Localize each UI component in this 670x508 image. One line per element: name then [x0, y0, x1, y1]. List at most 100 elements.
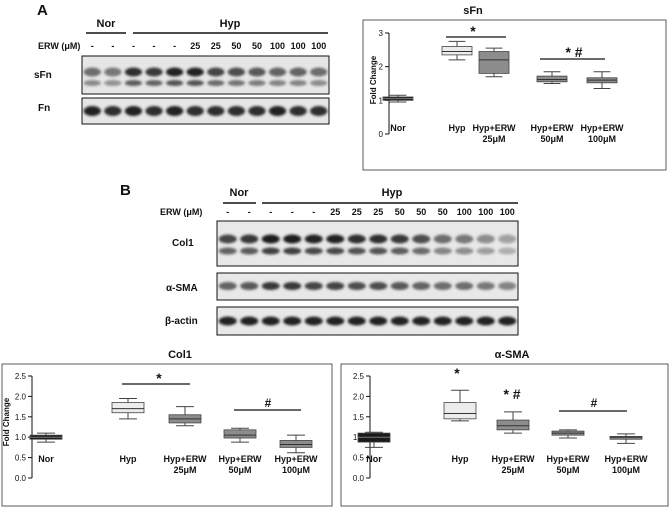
blot-b-col1-band [412, 247, 431, 255]
blot-b-sma-band [390, 282, 409, 290]
blot-a-fn-strip [81, 97, 330, 125]
blot-b-actin-band [347, 316, 366, 326]
chart-sfn-ylabel: Fold Change [369, 55, 378, 104]
chart-sma-title: α-SMA [495, 349, 530, 361]
blot-a-sfn-band [227, 67, 246, 77]
blot-b-sma-band [218, 282, 237, 290]
blot-b-col1-band [369, 247, 388, 255]
blot-b-col1-band [498, 247, 517, 255]
blot-b-actin-band [455, 316, 474, 326]
panel-a-letter: A [37, 2, 48, 19]
blot-a-fn-band [83, 106, 101, 116]
blot-a-lane-label: 100 [311, 41, 326, 51]
blot-b-lane-label: 100 [500, 207, 515, 217]
chart-sma-frame [340, 363, 669, 507]
blot-b-lane-label: - [291, 207, 294, 217]
chart-sfn-sig-1: * [470, 23, 476, 39]
chart-col1-y-tick-label: 0.0 [15, 474, 27, 483]
blot-a-sfn-band [248, 80, 266, 86]
blot-a-sfn-band [124, 67, 143, 77]
blot-b-lane-label: - [248, 207, 251, 217]
blot-b-actin-band [369, 316, 388, 326]
blot-a-fn-band [289, 106, 307, 116]
blot-b-col1-band [304, 234, 323, 244]
blot-b-actin-band [390, 316, 409, 326]
blot-b-actin-band [498, 316, 517, 326]
blot-b-actin-band [326, 316, 345, 326]
chart-sma-box [443, 402, 477, 420]
panel-b-blot: Nor Hyp ERW (μM) - - - - - 25 25 25 50 50 50 100 100… [160, 187, 519, 336]
blot-b-sma-band [476, 282, 495, 290]
blot-b-col1-band [412, 234, 431, 244]
blot-a-lane-labels: - - - - - 25 25 50 50 100 100 100 [91, 41, 326, 51]
blot-b-col1-band [476, 234, 495, 244]
blot-b-actin-band [218, 316, 237, 326]
chart-col1-box [111, 402, 145, 414]
chart-sma-sig-3: # [591, 396, 598, 410]
chart-sfn-box [441, 46, 473, 56]
chart-col1-category-label: Hyp+ERW [218, 454, 262, 464]
chart-sma-y-tick-label: 2.5 [353, 372, 365, 381]
blot-a-sfn-band [310, 67, 328, 77]
chart-sfn-category-label: Hyp+ERW [472, 123, 516, 133]
chart-sfn-y-tick-label: 3 [379, 29, 384, 38]
blot-b-lane-label: 25 [352, 207, 362, 217]
blot-b-sma-band [347, 282, 366, 290]
blot-b-lane-label: 100 [478, 207, 493, 217]
blot-b-col1-band [283, 247, 302, 255]
blot-b-actin-band [412, 316, 431, 326]
chart-col1-frame [1, 363, 333, 507]
blot-b-lane-label: 50 [416, 207, 426, 217]
blot-a-lane-label: - [111, 41, 114, 51]
blot-b-actin-band [304, 316, 323, 326]
blot-a-sfn-band [310, 80, 328, 86]
chart-sfn-frame [362, 19, 667, 171]
blot-b-lane-label: - [312, 207, 315, 217]
chart-sfn-y-tick-label: 2 [379, 63, 384, 72]
blot-b-erw-label: ERW (μM) [160, 207, 202, 217]
chart-sma-y-tick-label: 0.5 [353, 454, 365, 463]
blot-b-hyp-label: Hyp [382, 187, 403, 199]
chart-sma-category-label: Hyp+ERW [604, 454, 648, 464]
blot-b-sma-band [304, 282, 323, 290]
blot-b-sma-band [498, 282, 517, 290]
blot-a-lane-label: 100 [291, 41, 306, 51]
blot-b-col1-band [218, 234, 237, 244]
blot-b-col1-band [498, 234, 517, 244]
chart-col1-category-label: 100μM [282, 465, 310, 475]
blot-a-lane-label: - [153, 41, 156, 51]
chart-sfn-category-label: 100μM [588, 134, 616, 144]
blot-b-col1-band [261, 247, 280, 255]
blot-b-col1-strip [216, 220, 519, 267]
blot-b-col1-band [326, 247, 345, 255]
blot-a-fn-band [227, 106, 246, 116]
blot-b-col1-band [347, 234, 366, 244]
chart-sma-box [496, 419, 530, 431]
chart-col1-category-label: Hyp [119, 454, 137, 464]
blot-a-erw-label: ERW (μM) [38, 41, 80, 51]
blot-a-band-label-sfn: sFn [34, 70, 52, 81]
blot-b-sma-band [240, 282, 259, 290]
blot-a-lane-label: 100 [270, 41, 285, 51]
chart-col1-category-label: 25μM [173, 465, 196, 475]
chart-sfn-sig-2: * # [565, 44, 582, 60]
chart-sfn-y-tick-label: 0 [379, 130, 384, 139]
chart-col1-y-tick-label: 1.0 [15, 433, 27, 442]
chart-sma-category-label: Hyp+ERW [491, 454, 535, 464]
chart-sma-category-label: 100μM [612, 465, 640, 475]
chart-sma-category-label: Hyp [451, 454, 469, 464]
blot-a-lane-label: 25 [211, 41, 221, 51]
chart-sma-sig-2: * # [503, 386, 520, 402]
blot-a-sfn-band [207, 80, 225, 86]
chart-col1-box [223, 429, 257, 439]
blot-a-nor-label: Nor [97, 18, 117, 30]
blot-a-lane-label: 50 [252, 41, 262, 51]
chart-sfn-category-label: 25μM [482, 134, 505, 144]
chart-col1-category-label: Hyp+ERW [274, 454, 318, 464]
chart-col1-title: Col1 [168, 349, 192, 361]
blot-a-sfn-band [268, 67, 287, 77]
blot-a-fn-band [310, 106, 328, 116]
blot-b-col1-band [326, 234, 345, 244]
blot-b-col1-band [433, 247, 452, 255]
